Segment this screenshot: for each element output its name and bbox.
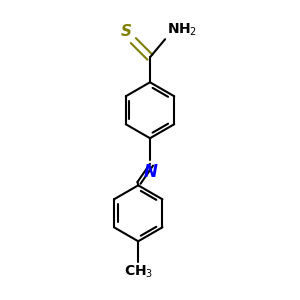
Text: S: S: [121, 24, 132, 39]
Text: N: N: [144, 163, 158, 181]
Text: CH$_3$: CH$_3$: [124, 263, 153, 280]
Text: NH$_2$: NH$_2$: [167, 21, 197, 38]
